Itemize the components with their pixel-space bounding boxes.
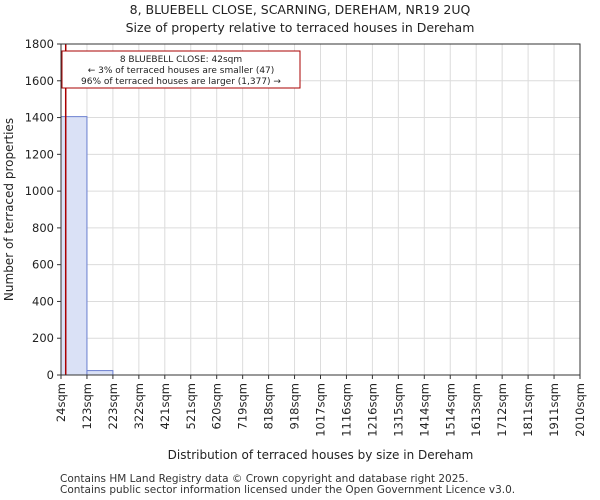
x-tick-label: 2010sqm	[573, 383, 587, 437]
y-tick-label: 0	[47, 368, 54, 382]
y-tick-layer: 0 200 400 600 800 1000 1200 1400 1600 1800	[25, 37, 61, 382]
x-tick-label: 1017sqm	[314, 383, 328, 437]
y-tick-label: 200	[32, 331, 54, 345]
x-tick-label: 620sqm	[210, 383, 224, 429]
x-tick-label: 1811sqm	[521, 383, 535, 437]
y-tick-label: 1000	[25, 184, 54, 198]
x-tick-label: 1911sqm	[547, 383, 561, 437]
histogram-bar	[86, 370, 114, 376]
chart-subtitle: Size of property relative to terraced ho…	[125, 20, 475, 35]
grid-layer	[60, 43, 581, 376]
x-tick-label: 1116sqm	[339, 383, 353, 437]
x-tick-label: 24sqm	[54, 383, 68, 422]
x-tick-label: 322sqm	[132, 383, 146, 429]
x-axis-label: Distribution of terraced houses by size …	[168, 448, 474, 462]
x-tick-label: 1712sqm	[495, 383, 509, 437]
y-tick-label: 400	[32, 294, 54, 308]
chart-title: 8, BLUEBELL CLOSE, SCARNING, DEREHAM, NR…	[129, 2, 471, 17]
annotation-line-3: 96% of terraced houses are larger (1,377…	[81, 77, 281, 87]
annotation-line-2: ← 3% of terraced houses are smaller (47)	[88, 66, 275, 76]
footer-line-1: Contains HM Land Registry data © Crown c…	[60, 473, 469, 485]
x-tick-label: 918sqm	[288, 383, 302, 429]
y-tick-label: 1800	[25, 37, 54, 51]
annotation-box: 8 BLUEBELL CLOSE: 42sqm ← 3% of terraced…	[61, 50, 301, 89]
y-tick-label: 1200	[25, 147, 54, 161]
histogram-bar	[60, 116, 88, 376]
x-tick-label: 818sqm	[262, 383, 276, 429]
y-tick-label: 600	[32, 258, 54, 272]
annotation-line-1: 8 BLUEBELL CLOSE: 42sqm	[120, 55, 242, 65]
y-tick-label: 800	[32, 221, 54, 235]
x-tick-label: 1315sqm	[391, 383, 405, 437]
x-tick-label: 421sqm	[158, 383, 172, 429]
x-tick-label: 223sqm	[106, 383, 120, 429]
x-tick-label: 719sqm	[236, 383, 250, 429]
bar-layer	[60, 116, 114, 376]
x-tick-label: 1514sqm	[443, 383, 457, 437]
y-tick-label: 1400	[25, 111, 54, 125]
x-tick-layer: 24sqm 123sqm 223sqm 322sqm 421sqm 521sqm 620sq…	[54, 375, 587, 437]
footer-line-2: Contains public sector information licen…	[60, 484, 516, 496]
x-tick-label: 123sqm	[80, 383, 94, 429]
x-tick-label: 521sqm	[184, 383, 198, 429]
annotation-frame	[61, 50, 301, 89]
x-tick-label: 1414sqm	[417, 383, 431, 437]
y-tick-label: 1600	[25, 74, 54, 88]
x-tick-label: 1613sqm	[469, 383, 483, 437]
x-tick-label: 1216sqm	[365, 383, 379, 437]
y-axis-label: Number of terraced properties	[2, 118, 16, 301]
